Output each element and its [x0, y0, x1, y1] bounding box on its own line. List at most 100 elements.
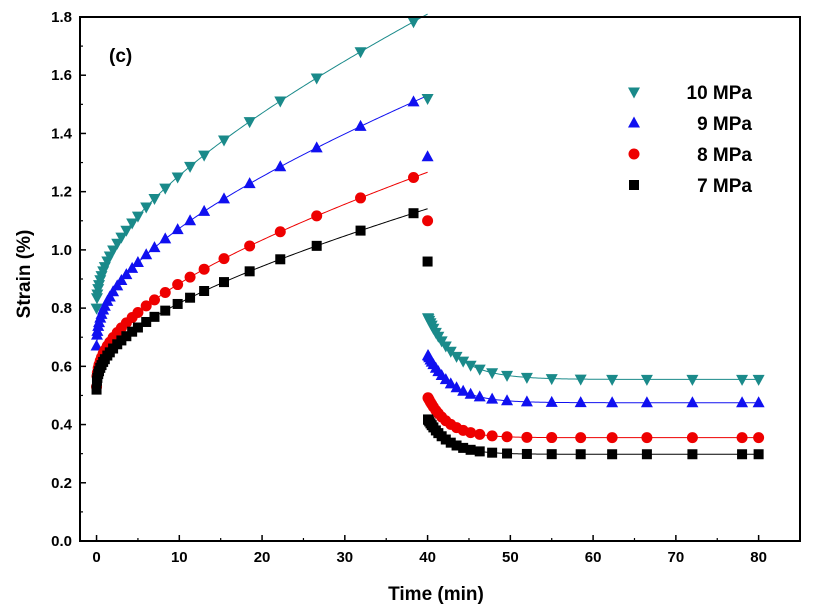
- data-point: [408, 208, 419, 219]
- data-point: [91, 384, 102, 395]
- data-point: [184, 214, 197, 226]
- data-point: [274, 96, 287, 108]
- data-point: [444, 377, 457, 389]
- data-point: [606, 396, 619, 408]
- data-point: [274, 160, 287, 172]
- data-point: [91, 289, 104, 301]
- data-point: [422, 215, 434, 227]
- y-axis-tick-labels: 0.0 0.2 0.4 0.6 0.8 1.0 1.2 1.4 1.6 1.8: [51, 9, 73, 550]
- legend-label: 9 MPa: [697, 114, 752, 135]
- data-point: [520, 395, 533, 407]
- data-point: [111, 238, 124, 250]
- data-point: [198, 263, 210, 275]
- series-9-mpa: [90, 95, 765, 408]
- data-point: [172, 279, 184, 291]
- data-point: [458, 442, 469, 453]
- data-point: [310, 73, 323, 85]
- data-point: [473, 390, 486, 402]
- y-axis-title: Strain (%): [14, 230, 35, 319]
- data-point: [243, 117, 256, 129]
- x-tick-label: 50: [502, 549, 519, 566]
- data-point: [640, 374, 653, 386]
- data-point: [501, 431, 513, 443]
- legend-marker: [628, 148, 640, 160]
- data-point: [218, 135, 230, 147]
- data-point: [198, 204, 211, 216]
- data-point: [736, 432, 748, 444]
- data-point: [575, 449, 586, 460]
- data-point: [148, 193, 161, 205]
- y-tick-label: 1.0: [51, 242, 72, 259]
- data-point: [131, 211, 144, 223]
- data-point: [141, 316, 152, 327]
- legend-marker: [628, 116, 640, 128]
- data-point: [198, 150, 211, 162]
- data-point: [115, 274, 128, 286]
- data-point: [465, 427, 477, 439]
- data-point: [126, 261, 139, 273]
- data-point: [355, 192, 367, 204]
- data-point: [121, 331, 132, 342]
- data-point: [140, 202, 153, 214]
- data-point: [311, 240, 322, 251]
- data-point: [464, 360, 477, 372]
- data-point: [486, 392, 499, 404]
- data-point: [171, 223, 184, 235]
- data-point: [120, 225, 133, 237]
- data-point: [545, 374, 558, 386]
- data-point: [172, 298, 183, 309]
- y-tick-label: 1.4: [51, 125, 73, 142]
- data-point: [641, 449, 652, 460]
- data-point: [501, 370, 514, 382]
- data-point: [607, 449, 618, 460]
- data-point: [159, 286, 171, 298]
- y-tick-label: 0.6: [51, 358, 72, 375]
- data-point: [753, 432, 765, 444]
- data-point: [354, 119, 367, 131]
- legend: 10 MPa 9 MPa 8 MPa 7 MPa: [628, 83, 752, 197]
- x-axis-tick-labels: 0 10 20 30 40 50 60 70 80: [92, 549, 767, 566]
- data-point: [687, 449, 698, 460]
- data-point: [575, 432, 587, 444]
- data-point: [474, 446, 485, 457]
- x-tick-label: 80: [750, 549, 767, 566]
- x-tick-label: 30: [336, 549, 353, 566]
- data-point: [140, 248, 153, 260]
- data-point: [243, 177, 256, 189]
- series-7-mpa: [91, 208, 764, 460]
- data-point: [115, 232, 128, 244]
- data-point: [148, 294, 160, 306]
- data-point: [501, 394, 514, 406]
- data-point: [407, 95, 420, 107]
- legend-label: 7 MPa: [697, 176, 752, 197]
- data-point: [546, 449, 557, 460]
- data-point: [752, 374, 765, 386]
- y-tick-label: 0.2: [51, 475, 72, 492]
- data-point: [574, 396, 587, 408]
- data-point: [127, 326, 138, 337]
- data-point: [219, 277, 229, 288]
- y-tick-label: 0.4: [51, 417, 73, 434]
- data-point: [107, 245, 120, 257]
- panel-label: (c): [109, 46, 132, 67]
- data-point: [148, 241, 161, 253]
- data-point: [244, 266, 255, 277]
- data-point: [520, 372, 533, 384]
- data-point: [311, 210, 323, 222]
- y-tick-label: 1.2: [51, 184, 72, 201]
- data-point: [244, 240, 256, 252]
- data-point: [107, 285, 120, 297]
- data-point: [487, 447, 498, 458]
- data-point: [310, 141, 323, 153]
- data-point: [422, 256, 433, 267]
- data-point: [421, 94, 434, 106]
- y-tick-label: 0.0: [51, 533, 72, 550]
- data-point: [641, 432, 653, 444]
- data-point: [521, 448, 532, 459]
- data-point: [421, 150, 434, 162]
- data-point: [408, 171, 420, 183]
- data-point: [149, 311, 160, 322]
- data-point: [126, 218, 139, 230]
- y-tick-label: 0.8: [51, 300, 72, 317]
